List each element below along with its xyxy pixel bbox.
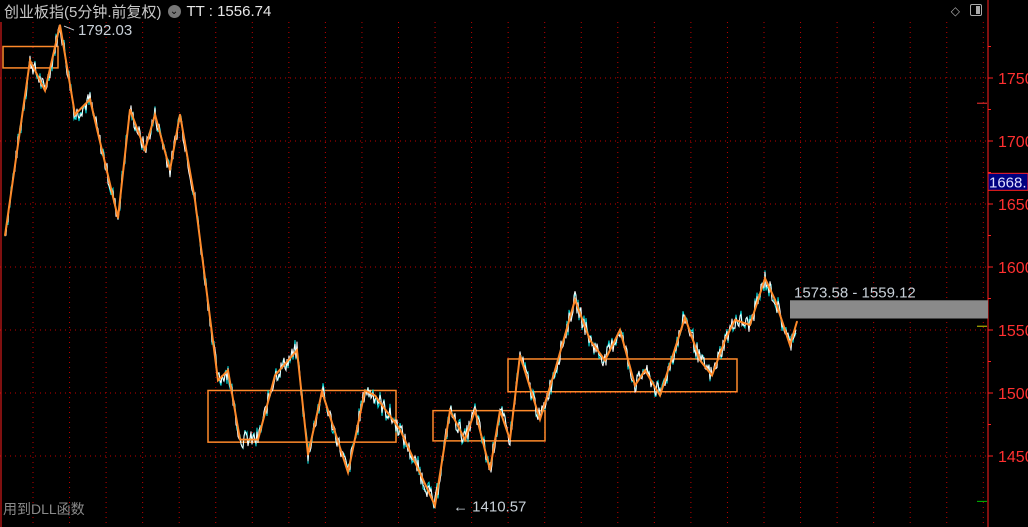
zigzag-point [724, 339, 726, 341]
zigzag-point [374, 394, 376, 397]
zigzag-point [4, 234, 6, 237]
zigzag-point [274, 374, 276, 377]
annotation-pointer [63, 25, 75, 31]
zigzag-point [619, 329, 621, 331]
zigzag-point [509, 438, 511, 441]
chart-tools: ◇ [951, 4, 982, 18]
zigzag-point [307, 453, 309, 456]
diamond-icon[interactable]: ◇ [950, 4, 960, 18]
zigzag-point [589, 339, 591, 341]
zigzag-point [169, 169, 171, 171]
y-tick-label: 1450 [998, 449, 1028, 466]
zigzag-point [749, 324, 751, 326]
panel-toggle-icon[interactable] [970, 4, 982, 16]
zigzag-point [144, 149, 146, 151]
zigzag-point [296, 349, 298, 351]
y-tick-label: 1750 [998, 71, 1028, 88]
zigzag-point [239, 438, 241, 441]
zigzag-point [321, 390, 323, 393]
zigzag-point [574, 298, 576, 301]
chart-header: 创业板指(5分钟.前复权) ⌄ TT : 1556.74 [4, 1, 271, 22]
zigzag-point [684, 316, 686, 319]
zigzag-point [29, 59, 31, 62]
zigzag-point [74, 113, 76, 116]
price-line-accent [4, 28, 797, 509]
zigzag-point [634, 384, 636, 387]
zigzag-point [464, 438, 466, 441]
zigzag-point [711, 374, 713, 377]
zigzag-point [59, 24, 61, 26]
zigzag-point [194, 199, 196, 202]
chevron-down-circle-icon[interactable]: ⌄ [167, 5, 181, 18]
y-tick-label: 1550 [998, 323, 1028, 340]
annotation-label: 1573.58 - 1559.12 [794, 284, 916, 301]
zigzag-point [44, 89, 46, 92]
zigzag-point [764, 277, 766, 280]
zigzag-point [789, 344, 791, 346]
zigzag-point [796, 320, 798, 323]
footer-note: 用到DLL函数 [3, 501, 85, 517]
zigzag-point [659, 394, 661, 397]
zigzag-point [474, 409, 476, 412]
y-tick-label: 1600 [998, 260, 1028, 277]
zigzag-point [364, 389, 366, 392]
zigzag-point [257, 438, 259, 441]
zigzag-point [519, 354, 521, 357]
zigzag-line [4, 24, 798, 510]
zigzag-point [179, 113, 181, 116]
zigzag-point [89, 98, 91, 101]
chart-title: 创业板指(5分钟.前复权) [4, 4, 162, 21]
consolidation-box [432, 409, 546, 442]
zigzag-point [227, 369, 229, 372]
zigzag-point [217, 379, 219, 382]
zigzag-point [499, 409, 501, 412]
current-price-box [987, 172, 1028, 191]
zigzag-point [434, 504, 436, 507]
indicator-value: TT : 1556.74 [186, 3, 272, 20]
zigzag-point [644, 369, 646, 372]
zigzag-point [734, 319, 736, 321]
zigzag-point [774, 298, 776, 301]
zigzag-point [129, 108, 131, 111]
y-tick-label: 1500 [998, 386, 1028, 403]
zigzag-point [554, 369, 556, 372]
current-price-label: 1668. [989, 174, 1027, 191]
zigzag-point [117, 217, 119, 219]
zigzag-point [449, 409, 451, 412]
zigzag-point [489, 469, 491, 471]
zigzag-point [539, 418, 541, 421]
zigzag-point [399, 428, 401, 431]
zigzag-point [604, 359, 606, 362]
y-tick-label: 1650 [998, 197, 1028, 214]
y-tick-label: 1700 [998, 134, 1028, 151]
zigzag-point [699, 359, 701, 362]
annotation-label: 1792.03 [78, 22, 132, 39]
zigzag-point [347, 471, 349, 474]
consolidation-box [507, 358, 738, 393]
price-band [790, 300, 988, 319]
zigzag-point [154, 113, 156, 116]
annotation-label: ← 1410.57 [453, 499, 526, 516]
